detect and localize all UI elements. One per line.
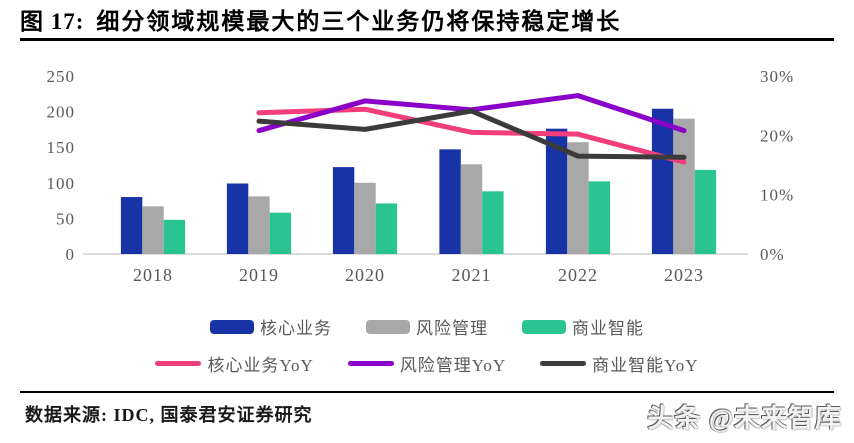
legend-swatch-bar-icon	[366, 319, 410, 334]
legend-swatch-bar-icon	[210, 319, 254, 334]
bar-风险管理-2023	[673, 118, 695, 254]
watermark: 头条 @未来智库	[647, 404, 842, 433]
x-axis-label: 2022	[558, 265, 598, 285]
left-axis-tick: 100	[47, 174, 76, 193]
bar-核心业务-2023	[651, 108, 674, 254]
legend-item: 商业智能YoY	[540, 351, 698, 376]
left-axis-tick: 0	[66, 245, 76, 264]
legend-item: 商业智能	[522, 314, 644, 339]
bar-商业智能-2021	[482, 191, 504, 254]
chart-legend: 核心业务 风险管理 商业智能核心业务YoY 风险管理YoY 商业智能YoY	[20, 308, 834, 382]
x-axis-label: 2020	[345, 265, 385, 285]
left-axis-tick: 50	[56, 209, 75, 228]
legend-label: 商业智能	[572, 319, 644, 338]
figure-number: 图 17:	[20, 9, 85, 34]
right-axis-tick: 30%	[760, 67, 794, 86]
legend-label: 核心业务	[260, 319, 332, 338]
header-divider	[20, 38, 834, 41]
bar-核心业务-2019	[226, 183, 249, 254]
combo-chart: 0 50 100 150 200 250 0% 10% 20% 30% 2018 2019 2020 20…	[47, 67, 794, 285]
legend-swatch-bar-icon	[522, 319, 566, 334]
left-axis-tick: 250	[47, 67, 76, 86]
legend-row: 核心业务YoY 风险管理YoY 商业智能YoY	[20, 345, 834, 382]
bar-风险管理-2022	[567, 142, 589, 254]
bar-风险管理-2019	[248, 196, 270, 254]
figure-title: 图 17: 细分领域规模最大的三个业务仍将保持稳定增长	[20, 8, 834, 36]
bar-核心业务-2018	[120, 197, 143, 254]
legend-item: 风险管理	[366, 314, 488, 339]
figure-title-text: 细分领域规模最大的三个业务仍将保持稳定增长	[96, 9, 622, 34]
bar-商业智能-2023	[694, 169, 717, 254]
bar-商业智能-2022	[588, 181, 611, 254]
bar-商业智能-2019	[269, 212, 292, 254]
legend-item: 核心业务	[210, 314, 332, 339]
figure-header: 图 17: 细分领域规模最大的三个业务仍将保持稳定增长	[20, 8, 834, 36]
footer-divider	[20, 391, 834, 393]
legend-swatch-line-icon	[155, 361, 202, 366]
bar-核心业务-2022	[545, 128, 568, 254]
legend-label: 核心业务YoY	[207, 356, 314, 375]
right-axis-tick: 20%	[760, 126, 794, 145]
bar-商业智能-2018	[163, 219, 186, 254]
legend-item: 核心业务YoY	[155, 351, 313, 376]
bar-风险管理-2020	[354, 182, 376, 254]
left-axis-tick: 150	[47, 138, 76, 157]
legend-item: 风险管理YoY	[347, 351, 507, 376]
right-axis-tick: 0%	[760, 245, 785, 264]
left-axis-tick: 200	[47, 103, 76, 122]
x-axis-label: 2018	[133, 265, 173, 285]
legend-swatch-line-icon	[540, 361, 587, 366]
right-axis-tick: 10%	[760, 186, 794, 205]
line-商业智能YoY	[256, 108, 687, 160]
bar-核心业务-2020	[332, 167, 355, 254]
bar-商业智能-2020	[375, 203, 398, 254]
bar-风险管理-2021	[460, 164, 483, 254]
legend-swatch-line-icon	[347, 361, 394, 366]
x-axis-label: 2023	[664, 265, 704, 285]
legend-label: 风险管理	[416, 319, 488, 338]
x-axis-label: 2021	[452, 265, 492, 285]
bar-核心业务-2021	[439, 149, 461, 254]
bar-风险管理-2018	[142, 206, 164, 254]
x-axis-label: 2019	[239, 265, 279, 285]
data-source-note: 数据来源: IDC, 国泰君安证券研究	[25, 405, 313, 425]
legend-label: 风险管理YoY	[399, 356, 507, 375]
legend-label: 商业智能YoY	[592, 356, 699, 375]
legend-row: 核心业务 风险管理 商业智能	[20, 308, 834, 345]
